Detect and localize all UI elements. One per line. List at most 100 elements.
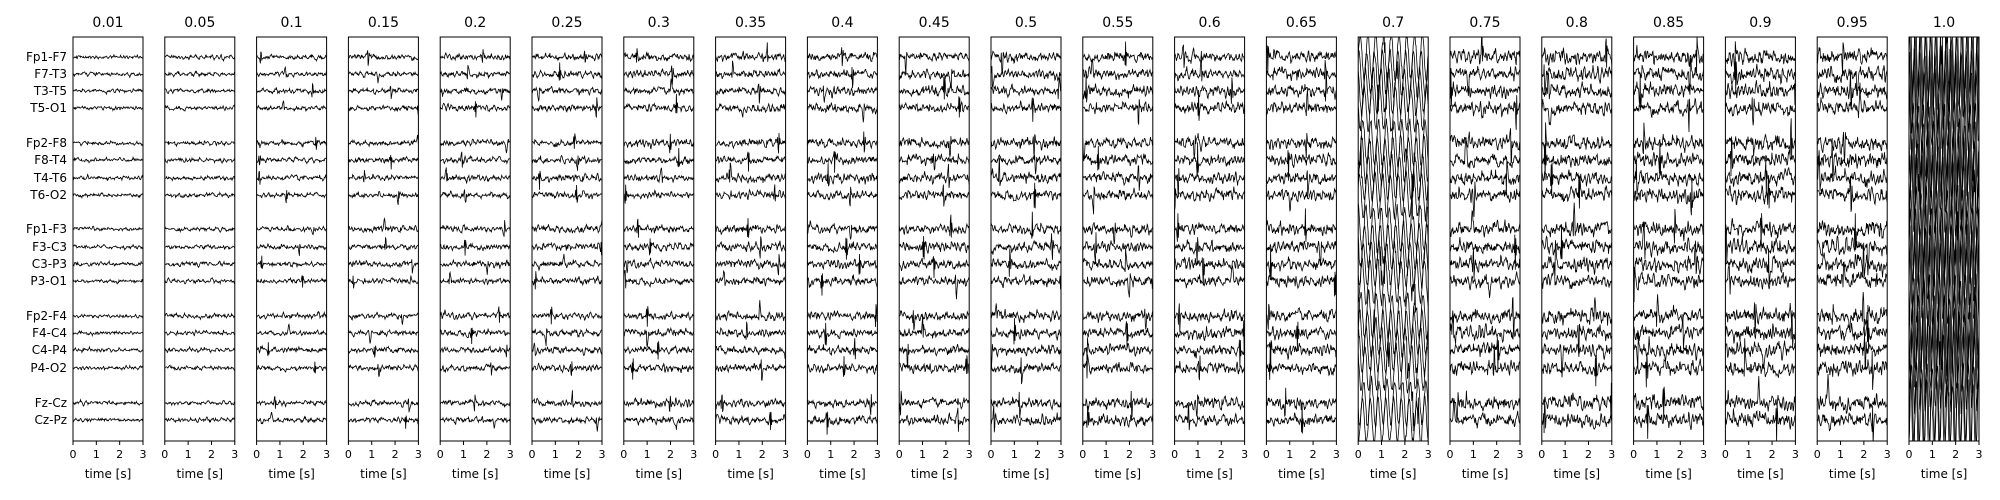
eeg-trace: [348, 345, 419, 358]
x-axis-label: time [s]: [1095, 467, 1142, 481]
eeg-trace: [1725, 302, 1796, 334]
x-tick-label: 1: [185, 448, 192, 461]
eeg-trace: [807, 322, 878, 346]
x-tick-label: 0: [1906, 448, 1913, 461]
channel-label: P4-O2: [30, 361, 67, 375]
eeg-trace: [715, 42, 786, 63]
eeg-panel: 0.15 0 1 2 3 time [s]: [345, 15, 422, 481]
x-axis-label: time [s]: [727, 467, 774, 481]
x-tick-label: 3: [1884, 448, 1891, 461]
eeg-trace: [164, 87, 235, 95]
eeg-trace: [256, 136, 327, 150]
eeg-trace: [348, 134, 419, 148]
eeg-trace: [1633, 122, 1704, 155]
eeg-trace: [991, 182, 1061, 209]
panel-frame: [1174, 36, 1246, 442]
eeg-trace: [1266, 271, 1337, 297]
eeg-trace: [1633, 404, 1704, 439]
channel-label: F7-T3: [34, 67, 67, 81]
eeg-trace: [1266, 150, 1337, 181]
eeg-trace: [532, 184, 602, 203]
eeg-trace: [348, 154, 419, 170]
channel-labels: Fp1-F7 F7-T3 T3-T5 T5-O1 Fp2-F8 F8-T4 T4-T6 T6-…: [26, 50, 67, 427]
x-tick-label: 0: [529, 448, 536, 461]
eeg-trace: [164, 174, 235, 182]
panel-frame: [1816, 36, 1888, 442]
eeg-trace: [715, 321, 786, 340]
eeg-trace: [1817, 86, 1888, 119]
x-tick-label: 1: [919, 448, 926, 461]
eeg-trace: [1541, 202, 1612, 238]
eeg-trace: [807, 151, 878, 173]
x-tick-label: 2: [1952, 448, 1959, 461]
eeg-trace: [715, 83, 786, 104]
channel-label: T3-T5: [33, 84, 67, 98]
panel-title: 0.01: [92, 15, 123, 31]
x-tick-label: 1: [1378, 448, 1385, 461]
eeg-trace: [532, 271, 602, 290]
eeg-trace: [256, 411, 327, 425]
x-axis-label: time [s]: [1003, 467, 1050, 481]
eeg-trace: [1633, 266, 1704, 303]
eeg-trace: [715, 102, 786, 118]
x-axis-label: time [s]: [819, 467, 866, 481]
eeg-trace: [1450, 398, 1520, 429]
x-tick-label: 2: [1585, 448, 1592, 461]
eeg-trace: [1541, 265, 1612, 290]
eeg-trace: [623, 48, 694, 63]
eeg-trace: [1725, 41, 1796, 78]
eeg-trace: [1817, 42, 1888, 77]
eeg-trace: [532, 306, 602, 325]
channel-label: T5-O1: [29, 101, 67, 115]
eeg-trace: [1082, 99, 1153, 125]
eeg-trace: [1817, 72, 1888, 110]
x-tick-label: 2: [1860, 448, 1867, 461]
eeg-trace: [73, 105, 143, 112]
eeg-trace: [1450, 37, 1520, 66]
x-tick-label: 3: [874, 448, 881, 461]
eeg-trace: [348, 70, 419, 84]
x-tick-label: 3: [966, 448, 973, 461]
eeg-trace: [715, 254, 786, 276]
eeg-trace: [532, 133, 602, 149]
eeg-trace: [1358, 48, 1429, 110]
eeg-trace: [1174, 265, 1245, 289]
x-tick-label: 3: [231, 448, 238, 461]
eeg-trace: [623, 133, 694, 154]
panel-title: 0.9: [1749, 15, 1771, 31]
eeg-trace: [348, 328, 419, 344]
panel-frame: [806, 36, 878, 442]
panel-frame: [439, 36, 511, 442]
eeg-trace: [623, 270, 694, 289]
eeg-trace: [440, 138, 511, 154]
eeg-trace: [1358, 375, 1429, 432]
eeg-trace: [256, 243, 327, 256]
x-tick-label: 0: [712, 448, 719, 461]
x-tick-label: 2: [1310, 448, 1317, 461]
eeg-trace: [1358, 134, 1429, 192]
eeg-trace: [1174, 355, 1245, 381]
eeg-trace: [73, 259, 143, 267]
eeg-trace: [1266, 247, 1337, 278]
eeg-trace: [532, 219, 602, 235]
eeg-trace: [1082, 273, 1153, 298]
eeg-trace: [1266, 340, 1337, 372]
eeg-trace: [348, 104, 419, 116]
eeg-trace: [807, 394, 878, 416]
eeg-trace: [623, 238, 694, 256]
eeg-trace: [440, 86, 511, 101]
eeg-trace: [1909, 48, 1979, 153]
eeg-trace: [73, 71, 143, 79]
panel-title: 0.5: [1015, 15, 1037, 31]
eeg-trace: [1817, 65, 1888, 97]
eeg-trace: [1450, 390, 1520, 423]
eeg-trace: [1450, 247, 1520, 279]
panel-frame: [256, 36, 328, 442]
x-tick-label: 0: [1814, 448, 1821, 461]
eeg-trace: [164, 311, 235, 321]
eeg-trace: [1633, 73, 1704, 111]
eeg-trace: [164, 70, 235, 78]
eeg-trace: [1909, 376, 1979, 441]
eeg-trace: [1082, 222, 1153, 244]
eeg-trace: [1450, 95, 1520, 130]
